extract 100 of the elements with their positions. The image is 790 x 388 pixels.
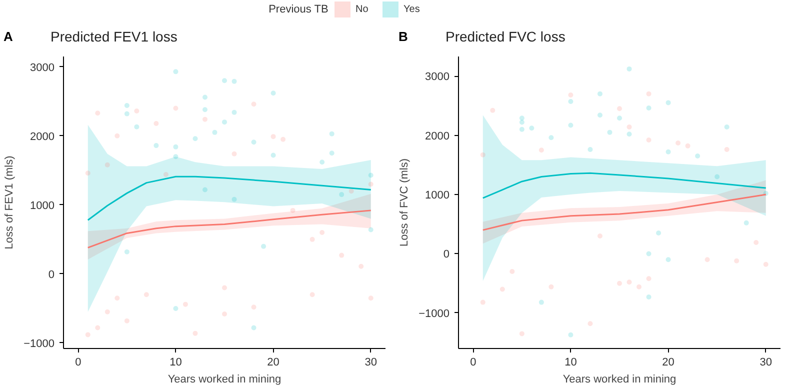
point (597, 91, 602, 96)
point (124, 111, 130, 116)
point (310, 236, 315, 242)
point (368, 182, 374, 187)
point (754, 240, 759, 245)
point (529, 126, 534, 131)
point (704, 257, 710, 262)
line-series (482, 172, 767, 199)
point (339, 192, 344, 198)
point (222, 78, 227, 84)
y-tick-label: 3000 (30, 62, 55, 74)
point (114, 133, 120, 138)
point (500, 286, 505, 292)
point (232, 196, 237, 202)
point (568, 99, 574, 104)
legend-label: Yes (404, 4, 420, 15)
point (588, 146, 593, 152)
point (134, 108, 140, 114)
point (646, 106, 652, 111)
text: A (4, 29, 14, 44)
point (232, 110, 237, 115)
point (85, 170, 90, 176)
point (724, 124, 730, 130)
point (588, 321, 593, 326)
point (666, 257, 671, 262)
point (124, 103, 130, 108)
chart-title: Predicted FVC loss (446, 28, 566, 44)
point (548, 135, 554, 140)
point (763, 262, 768, 267)
legend-title: Previous TB (268, 4, 328, 16)
point (626, 280, 632, 285)
point (124, 318, 130, 324)
point (192, 330, 198, 336)
point (251, 304, 256, 310)
x-tick-label: 20 (662, 356, 674, 368)
point (232, 151, 237, 156)
point (666, 149, 671, 154)
point (685, 143, 690, 148)
point (134, 124, 140, 130)
point (232, 78, 237, 84)
y-axis-title: Loss of FVC (mls) (398, 158, 411, 247)
x-tick-label: 0 (470, 356, 476, 368)
x-tick-label: 0 (75, 356, 82, 368)
point (251, 102, 256, 107)
point (222, 120, 227, 125)
x-axis-title: Years worked in mining (168, 374, 282, 386)
point (368, 227, 374, 232)
point (656, 230, 662, 236)
point (597, 112, 602, 118)
point (480, 300, 486, 305)
point (617, 280, 622, 286)
point (597, 233, 602, 238)
point (519, 116, 524, 121)
x-tick-label: 30 (364, 356, 377, 368)
point (617, 106, 622, 112)
point (144, 292, 149, 298)
point (124, 249, 130, 254)
point (676, 140, 681, 146)
point (646, 91, 652, 96)
point (202, 94, 208, 100)
point (95, 325, 100, 330)
y-tick-label: 1000 (425, 190, 450, 202)
point (154, 143, 159, 148)
point (261, 244, 266, 249)
point (368, 296, 374, 301)
point (280, 136, 286, 142)
point (320, 230, 325, 236)
point (270, 152, 276, 158)
point (251, 325, 256, 330)
point (724, 146, 730, 152)
y-tick-label: −1000 (24, 338, 55, 350)
point (329, 150, 334, 156)
point (666, 100, 671, 106)
point (646, 251, 652, 256)
point (607, 130, 612, 135)
point (212, 130, 218, 135)
point (568, 92, 574, 98)
point (85, 332, 90, 338)
point (222, 285, 227, 290)
point (519, 126, 524, 132)
point (173, 69, 178, 74)
point (320, 160, 325, 165)
point (251, 140, 256, 145)
point (568, 122, 574, 128)
x-tick-label: 30 (760, 356, 772, 368)
point (568, 332, 574, 338)
point (202, 187, 208, 192)
x-axis-title: Years worked in mining (562, 374, 676, 386)
y-tick-label: 2000 (30, 130, 55, 143)
x-tick-label: 20 (267, 356, 280, 368)
text: B (398, 29, 408, 44)
point (163, 172, 168, 178)
point (734, 258, 740, 264)
point (538, 148, 544, 153)
point (173, 154, 178, 160)
point (173, 306, 178, 311)
point (310, 292, 315, 298)
point (329, 131, 334, 136)
point (348, 188, 354, 194)
point (358, 264, 364, 269)
